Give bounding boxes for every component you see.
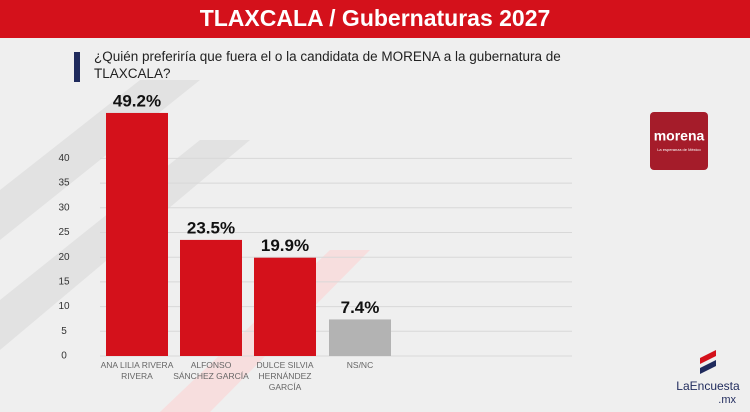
source-name: LaEncuesta (676, 379, 740, 393)
subtitle-box: ¿Quién preferiría que fuera el o la cand… (94, 49, 561, 81)
value-label: 19.9% (261, 236, 309, 255)
bar (329, 319, 391, 356)
decor-stripe (0, 80, 200, 240)
source-domain: .mx (718, 394, 736, 406)
y-tick-label: 40 (58, 153, 70, 164)
value-label: 23.5% (187, 218, 235, 237)
source-icon (700, 360, 716, 374)
x-tick-label: NS/NC (346, 360, 374, 370)
x-tick-label: ANA LILIA RIVERA RIVERA (100, 360, 174, 381)
bar (180, 239, 242, 356)
header-bar (0, 0, 750, 38)
party-name: morena (654, 128, 705, 144)
y-tick-label: 5 (61, 326, 67, 337)
party-logo (650, 112, 708, 170)
bar (254, 257, 316, 356)
y-tick-label: 30 (58, 202, 70, 213)
y-tick-label: 15 (58, 277, 70, 288)
x-tick-label: ALFONSO SÁNCHEZ GARCÍA (173, 360, 249, 381)
value-label: 49.2% (113, 91, 161, 110)
chart-title: TLAXCALA / Gubernaturas 2027 (200, 5, 551, 31)
y-tick-label: 25 (58, 227, 70, 238)
value-label: 7.4% (341, 298, 380, 317)
chart-subtitle: ¿Quién preferiría que fuera el o la cand… (94, 49, 561, 81)
party-tagline: La esperanza de México (657, 147, 701, 152)
x-tick-label: DULCE SILVIA HERNÁNDEZ GARCÍA (256, 360, 314, 392)
source-icon (700, 350, 716, 364)
y-tick-label: 35 (58, 178, 70, 189)
y-tick-label: 0 (61, 351, 67, 362)
subtitle-marker (74, 52, 80, 82)
y-tick-label: 10 (58, 301, 70, 312)
bar (106, 112, 168, 357)
y-tick-label: 20 (58, 252, 70, 263)
